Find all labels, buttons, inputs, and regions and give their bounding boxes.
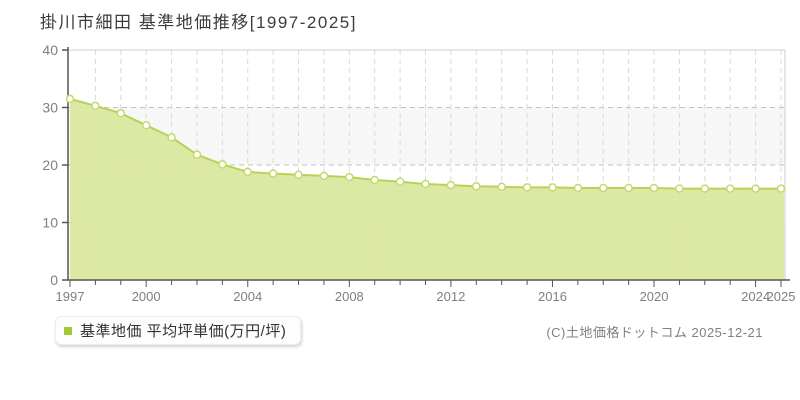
data-point — [243, 167, 253, 177]
data-point — [116, 109, 126, 118]
data-point — [573, 183, 583, 193]
area-fill — [70, 98, 784, 281]
data-point — [472, 182, 481, 191]
x-tick-label: 2012 — [436, 289, 465, 304]
data-point — [751, 184, 760, 193]
data-point — [141, 121, 151, 130]
data-point — [446, 180, 456, 190]
data-point — [370, 175, 379, 185]
data-point — [675, 184, 684, 193]
y-tick-label: 10 — [42, 215, 58, 231]
data-point — [649, 183, 659, 193]
x-tick-label: 2024 — [741, 289, 770, 304]
data-point — [624, 183, 633, 193]
x-tick-label: 2016 — [538, 289, 567, 304]
data-point — [319, 171, 329, 181]
data-point — [345, 172, 354, 182]
legend-label: 基準地価 平均坪単価(万円/坪) — [80, 323, 287, 340]
data-point — [522, 183, 532, 192]
data-point — [776, 184, 786, 193]
data-point — [700, 184, 710, 193]
data-point — [65, 94, 75, 104]
data-point — [497, 182, 506, 192]
legend-square-icon — [64, 326, 72, 335]
x-tick-label: 2008 — [335, 289, 364, 304]
y-tick-label: 40 — [42, 42, 58, 58]
data-point — [294, 170, 303, 180]
y-tick-label: 30 — [42, 100, 58, 116]
data-point — [91, 101, 100, 111]
y-tick-label: 20 — [42, 157, 58, 173]
x-tick-label: 2000 — [132, 289, 161, 304]
copyright-text: (C)土地価格ドットコム 2025-12-21 — [546, 325, 763, 340]
data-point — [268, 169, 278, 178]
data-point — [548, 183, 557, 192]
data-point — [192, 150, 202, 159]
x-tick-label: 2025 — [767, 289, 796, 304]
x-tick-label: 1997 — [56, 289, 85, 304]
data-point — [218, 160, 227, 169]
data-point — [421, 179, 430, 189]
legend: 基準地価 平均坪単価(万円/坪) — [55, 316, 302, 345]
data-point — [599, 183, 608, 193]
data-point — [167, 133, 176, 142]
x-tick-label: 2004 — [233, 289, 262, 304]
data-point — [395, 177, 405, 186]
data-point — [725, 184, 735, 193]
chart-title: 掛川市細田 基準地価推移[1997-2025] — [40, 13, 357, 32]
x-tick-label: 2020 — [640, 289, 669, 304]
y-tick-label: 0 — [50, 272, 58, 288]
